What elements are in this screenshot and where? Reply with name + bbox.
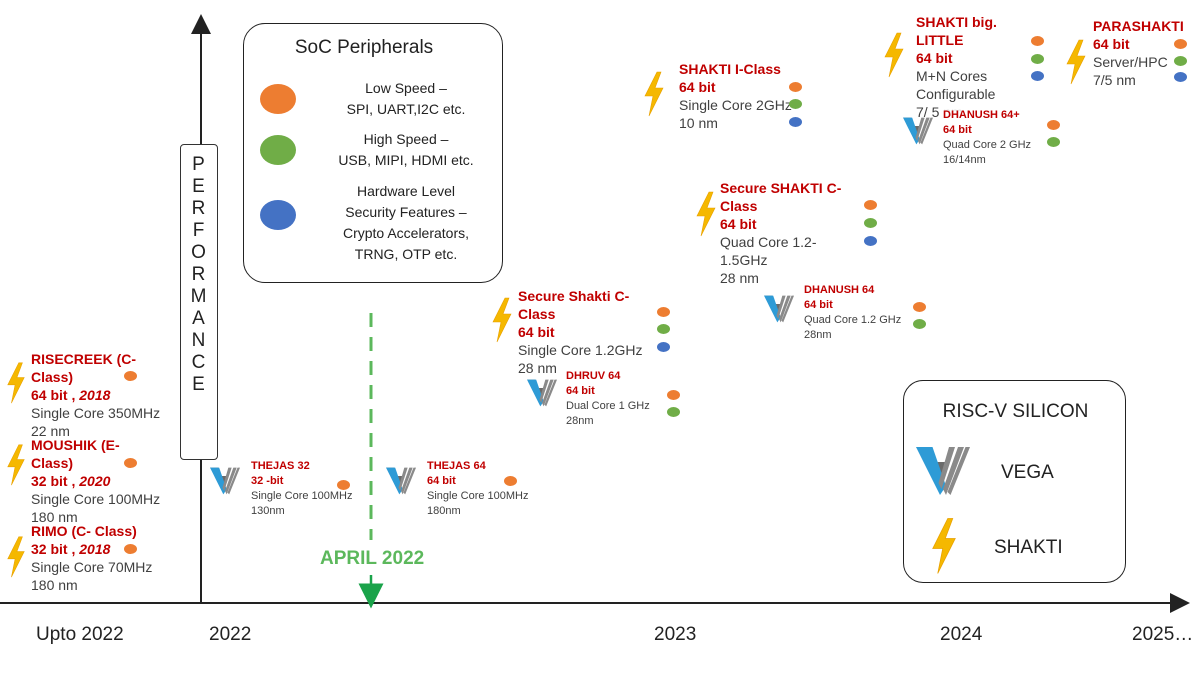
shakti-bolt-icon: [644, 71, 664, 117]
low-speed-dot: [124, 458, 137, 468]
high-speed-dot: [913, 319, 926, 329]
low-speed-dot: [504, 476, 517, 486]
shakti-bolt-icon: [696, 191, 716, 237]
vega-logo-icon: [903, 117, 933, 145]
legend-title: SoC Peripherals: [294, 37, 434, 58]
soc-peripherals-legend: SoC Peripherals Low Speed – SPI, UART,I2C…: [243, 23, 503, 283]
year-2022: 2022: [209, 624, 252, 645]
vega-logo-icon: [764, 295, 794, 323]
chip-dhanush64-plus: DHANUSH 64+ 64 bit Quad Core 2 GHz 16/14…: [943, 108, 1032, 168]
security-swatch: [260, 200, 296, 230]
chip-parashakti: PARASHAKTI 64 bit Server/HPC 7/5 nm: [1093, 18, 1184, 88]
chip-dhruv64: DHRUV 64 64 bit Dual Core 1 GHz 28nm: [566, 370, 650, 427]
legend-high-speed: High Speed – USB, MIPI, HDMI etc.: [338, 131, 474, 168]
chip-secure-shakti-c-15ghz: Secure SHAKTI C- Class 64 bit Quad Core …: [720, 180, 842, 286]
shakti-bolt-icon: [7, 444, 25, 486]
low-speed-dot: [124, 371, 137, 381]
high-speed-swatch: [260, 135, 296, 165]
chip-shakti-i-class: SHAKTI I-Class 64 bit Single Core 2GHz 1…: [679, 61, 792, 131]
shakti-bolt-icon: [492, 297, 512, 343]
risc-v-silicon-legend: RISC-V SILICON VEGA SHAKTI: [903, 380, 1126, 583]
performance-axis-label: P E R F O R M A N C E: [180, 144, 218, 460]
chip-dhanush64: DHANUSH 64 64 bit Quad Core 1.2 GHz 28nm: [804, 284, 902, 341]
vega-logo-icon: [210, 467, 240, 495]
chip-rimo: RIMO (C- Class) 32 bit , 2018 Single Cor…: [31, 523, 153, 593]
legend-low-speed: Low Speed – SPI, UART,I2C etc.: [346, 80, 466, 117]
shakti-bolt-icon: [884, 32, 904, 78]
chip-shakti-big-little: SHAKTI big. LITTLE 64 bit M+N Cores Conf…: [916, 14, 997, 120]
vega-logo-icon: [527, 379, 557, 407]
security-dot: [1174, 72, 1187, 82]
low-speed-dot: [864, 200, 877, 210]
chip-secure-shakti-c-12ghz: Secure Shakti C- Class 64 bit Single Cor…: [518, 288, 643, 376]
silicon-legend-title: RISC-V SILICON: [942, 401, 1089, 422]
low-speed-dot: [337, 480, 350, 490]
low-speed-dot: [1174, 39, 1187, 49]
chip-thejas32: THEJAS 32 32 -bit Single Core 100MHz 130…: [251, 460, 353, 517]
shakti-bolt-icon: [7, 536, 25, 578]
shakti-bolt-icon: [7, 362, 25, 404]
chip-risecreek: RISECREEK (C- Class) 64 bit , 2018 Singl…: [31, 351, 161, 439]
low-speed-dot: [913, 302, 926, 312]
high-speed-dot: [1031, 54, 1044, 64]
security-dot: [789, 117, 802, 127]
year-2024: 2024: [940, 624, 983, 645]
legend-security: Hardware Level Security Features – Crypto…: [342, 183, 470, 262]
low-speed-dot: [789, 82, 802, 92]
year-2023: 2023: [654, 624, 697, 645]
low-speed-dot: [124, 544, 137, 554]
high-speed-dot: [789, 99, 802, 109]
milestone-april-2022: APRIL 2022: [320, 548, 425, 569]
high-speed-dot: [657, 324, 670, 334]
year-upto-2022: Upto 2022: [36, 624, 124, 645]
high-speed-dot: [1047, 137, 1060, 147]
chip-moushik: MOUSHIK (E- Class) 32 bit , 2020 Single …: [31, 437, 161, 525]
vega-label: VEGA: [1001, 462, 1054, 483]
security-dot: [1031, 71, 1044, 81]
low-speed-swatch: [260, 84, 296, 114]
low-speed-dot: [1031, 36, 1044, 46]
year-2025: 2025…: [1132, 624, 1194, 645]
low-speed-dot: [667, 390, 680, 400]
security-dot: [657, 342, 670, 352]
chip-thejas64: THEJAS 64 64 bit Single Core 100MHz 180n…: [427, 460, 529, 517]
low-speed-dot: [1047, 120, 1060, 130]
high-speed-dot: [864, 218, 877, 228]
vega-logo-icon: [386, 467, 416, 495]
high-speed-dot: [1174, 56, 1187, 66]
low-speed-dot: [657, 307, 670, 317]
high-speed-dot: [667, 407, 680, 417]
security-dot: [864, 236, 877, 246]
shakti-bolt-icon: [1066, 39, 1086, 85]
shakti-label: SHAKTI: [994, 537, 1063, 558]
